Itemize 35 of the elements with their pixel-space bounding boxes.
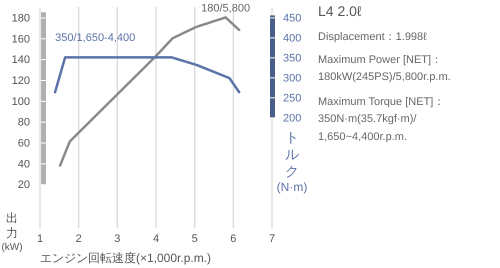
x-axis-title: エンジン回転速度(×1,000r.p.m.) — [40, 251, 212, 265]
text: 180kW(245PS)/5,800r.p.m. — [318, 71, 451, 83]
text: Maximum Torque [NET]： — [318, 96, 444, 108]
y-tick-label: 60 — [18, 138, 30, 150]
stacked-label: トルク(N·m) — [276, 129, 308, 194]
text: 1,650~4,400r.p.m. — [318, 131, 407, 143]
y-tick-label: 160 — [12, 33, 30, 46]
x-tick-label: 5 — [192, 233, 198, 245]
x-tick-label: 6 — [230, 233, 236, 245]
y2-tick-label: 250 — [283, 92, 302, 104]
stacked-label: 出力(kW) — [1, 211, 23, 253]
y-tick-label: 100 — [12, 96, 30, 108]
text: Maximum Power [NET]： — [318, 54, 442, 66]
text: 350N·m(35.7kgf·m)/ — [318, 113, 418, 125]
annotation: 180/5,800 — [201, 2, 250, 14]
y2-tick-label: 350 — [283, 52, 302, 64]
y2-tick-label: 200 — [283, 112, 302, 124]
y-tick-label: 180 — [12, 12, 30, 24]
x-tick-label: 2 — [76, 233, 82, 245]
x-tick-label: 3 — [114, 233, 120, 245]
y-tick-label: 140 — [12, 54, 30, 66]
x-tick-label: 7 — [268, 233, 276, 245]
y-tick-label: 80 — [18, 116, 30, 129]
x-tick-label: 1 — [36, 233, 44, 245]
line-series — [54, 56, 240, 94]
y-tick-label: 20 — [18, 179, 30, 192]
y-tick-label: 40 — [18, 158, 30, 170]
text: Displacement：1.998ℓ — [318, 31, 428, 43]
y2-tick-label: 300 — [283, 72, 302, 84]
y-tick-label: 120 — [12, 74, 30, 87]
x-tick-label: 4 — [152, 233, 160, 245]
text: L4 2.0ℓ — [318, 3, 362, 19]
y2-tick-label: 450 — [283, 12, 302, 24]
annotation: 350/1,650-4,400 — [55, 32, 136, 44]
y2-tick-label: 400 — [283, 32, 302, 44]
